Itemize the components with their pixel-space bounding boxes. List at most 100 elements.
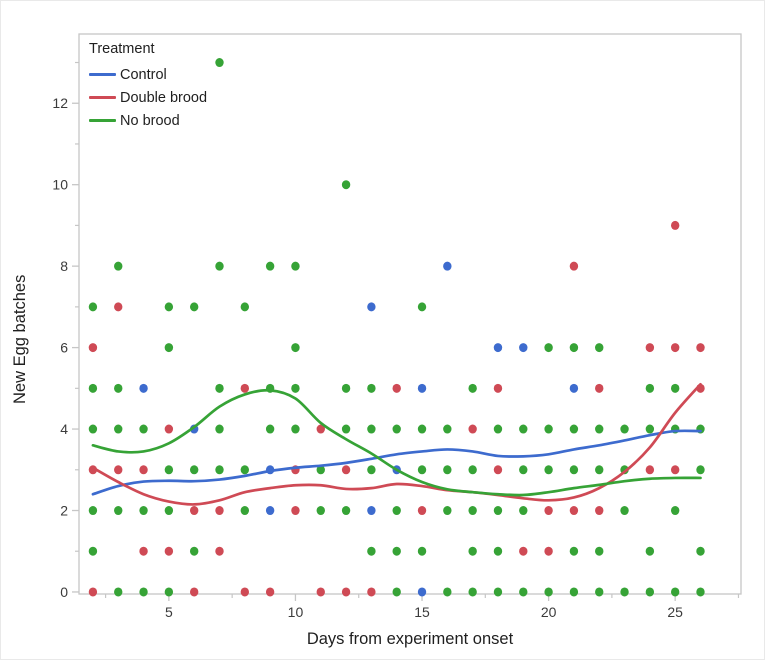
data-point-no-brood[interactable]: [392, 587, 401, 597]
data-point-control[interactable]: [417, 587, 427, 597]
data-point-no-brood[interactable]: [88, 506, 98, 516]
data-point-no-brood[interactable]: [88, 424, 98, 434]
data-point-no-brood[interactable]: [493, 506, 503, 516]
data-point-no-brood[interactable]: [114, 506, 123, 516]
data-point-no-brood[interactable]: [519, 587, 528, 597]
data-point-double-brood[interactable]: [215, 506, 224, 516]
data-point-double-brood[interactable]: [189, 506, 199, 516]
data-point-no-brood[interactable]: [215, 465, 224, 475]
data-point-no-brood[interactable]: [417, 302, 427, 312]
data-point-no-brood[interactable]: [114, 261, 123, 271]
data-point-double-brood[interactable]: [645, 465, 655, 475]
data-point-double-brood[interactable]: [164, 424, 174, 434]
data-point-double-brood[interactable]: [341, 465, 351, 475]
data-point-no-brood[interactable]: [291, 261, 300, 271]
data-point-no-brood[interactable]: [544, 424, 553, 434]
data-point-double-brood[interactable]: [367, 587, 376, 597]
data-point-no-brood[interactable]: [417, 546, 427, 556]
data-point-no-brood[interactable]: [696, 587, 705, 597]
data-point-double-brood[interactable]: [519, 546, 528, 556]
data-point-no-brood[interactable]: [544, 343, 553, 353]
data-point-no-brood[interactable]: [367, 465, 376, 475]
data-point-no-brood[interactable]: [316, 506, 325, 516]
data-point-no-brood[interactable]: [265, 424, 275, 434]
data-point-double-brood[interactable]: [164, 546, 174, 556]
data-point-double-brood[interactable]: [493, 465, 503, 475]
data-point-double-brood[interactable]: [670, 465, 680, 475]
data-point-no-brood[interactable]: [670, 587, 680, 597]
data-point-no-brood[interactable]: [569, 546, 579, 556]
data-point-double-brood[interactable]: [240, 383, 250, 393]
data-point-no-brood[interactable]: [443, 506, 452, 516]
data-point-double-brood[interactable]: [569, 506, 579, 516]
data-point-no-brood[interactable]: [164, 302, 174, 312]
data-point-no-brood[interactable]: [696, 465, 705, 475]
data-point-no-brood[interactable]: [620, 587, 629, 597]
data-point-no-brood[interactable]: [139, 587, 148, 597]
data-point-control[interactable]: [139, 383, 148, 393]
data-point-no-brood[interactable]: [468, 465, 477, 475]
data-point-no-brood[interactable]: [696, 546, 705, 556]
data-point-no-brood[interactable]: [189, 546, 199, 556]
data-point-control[interactable]: [367, 506, 376, 516]
data-point-no-brood[interactable]: [189, 302, 199, 312]
data-point-no-brood[interactable]: [443, 587, 452, 597]
data-point-no-brood[interactable]: [164, 506, 174, 516]
data-point-double-brood[interactable]: [189, 587, 199, 597]
data-point-no-brood[interactable]: [189, 465, 199, 475]
data-point-no-brood[interactable]: [164, 465, 174, 475]
data-point-double-brood[interactable]: [595, 506, 604, 516]
data-point-no-brood[interactable]: [367, 546, 376, 556]
data-point-no-brood[interactable]: [595, 587, 604, 597]
data-point-no-brood[interactable]: [88, 546, 98, 556]
legend-item-control[interactable]: Control: [89, 63, 207, 86]
data-point-double-brood[interactable]: [670, 343, 680, 353]
data-point-no-brood[interactable]: [392, 424, 401, 434]
data-point-double-brood[interactable]: [544, 546, 553, 556]
data-point-control[interactable]: [265, 506, 275, 516]
data-point-no-brood[interactable]: [265, 261, 275, 271]
legend-item-double-brood[interactable]: Double brood: [89, 86, 207, 109]
data-point-no-brood[interactable]: [645, 546, 655, 556]
data-point-double-brood[interactable]: [670, 220, 680, 230]
data-point-no-brood[interactable]: [139, 506, 148, 516]
data-point-double-brood[interactable]: [544, 506, 553, 516]
data-point-no-brood[interactable]: [240, 302, 250, 312]
data-point-double-brood[interactable]: [88, 587, 98, 597]
data-point-no-brood[interactable]: [114, 587, 123, 597]
data-point-control[interactable]: [367, 302, 376, 312]
data-point-no-brood[interactable]: [544, 465, 553, 475]
data-point-no-brood[interactable]: [645, 383, 655, 393]
data-point-no-brood[interactable]: [215, 383, 224, 393]
data-point-double-brood[interactable]: [88, 343, 98, 353]
data-point-double-brood[interactable]: [468, 424, 477, 434]
data-point-no-brood[interactable]: [240, 506, 250, 516]
data-point-no-brood[interactable]: [468, 546, 477, 556]
data-point-no-brood[interactable]: [316, 465, 325, 475]
data-point-no-brood[interactable]: [291, 424, 300, 434]
data-point-double-brood[interactable]: [265, 587, 275, 597]
data-point-double-brood[interactable]: [291, 506, 300, 516]
data-point-no-brood[interactable]: [341, 424, 351, 434]
data-point-double-brood[interactable]: [316, 424, 325, 434]
data-point-no-brood[interactable]: [670, 506, 680, 516]
data-point-no-brood[interactable]: [620, 506, 629, 516]
data-point-no-brood[interactable]: [114, 383, 123, 393]
data-point-no-brood[interactable]: [645, 587, 655, 597]
data-point-no-brood[interactable]: [291, 383, 300, 393]
data-point-no-brood[interactable]: [215, 424, 224, 434]
data-point-double-brood[interactable]: [316, 587, 325, 597]
data-point-no-brood[interactable]: [468, 587, 477, 597]
data-point-no-brood[interactable]: [519, 506, 528, 516]
data-point-no-brood[interactable]: [595, 343, 604, 353]
data-point-no-brood[interactable]: [367, 383, 376, 393]
data-point-no-brood[interactable]: [392, 546, 401, 556]
data-point-control[interactable]: [417, 383, 427, 393]
data-point-no-brood[interactable]: [595, 465, 604, 475]
data-point-no-brood[interactable]: [670, 383, 680, 393]
data-point-double-brood[interactable]: [595, 383, 604, 393]
data-point-double-brood[interactable]: [645, 343, 655, 353]
data-point-no-brood[interactable]: [215, 58, 224, 68]
data-point-no-brood[interactable]: [139, 424, 148, 434]
data-point-no-brood[interactable]: [291, 343, 300, 353]
